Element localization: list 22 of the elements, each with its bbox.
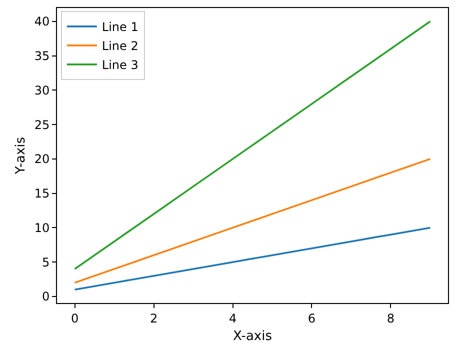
x-tick-label: 8 [386,311,395,326]
legend-label: Line 3 [102,58,138,72]
y-tick-label: 15 [34,186,50,201]
legend-label: Line 2 [102,39,138,54]
y-tick-label: 20 [34,152,50,166]
y-tick-label: 40 [34,14,50,29]
y-tick-label: 35 [34,48,50,63]
line-series [74,20,432,270]
line-series [74,226,432,290]
x-axis-title: X-axis [233,329,272,344]
x-tick-label: 6 [308,311,316,326]
x-tick-label: 4 [228,311,237,326]
x-tick-label: 0 [70,311,79,326]
y-axis-title: Y-axis [13,136,28,176]
x-tick-label: 2 [150,311,158,326]
y-tick-label: 25 [34,118,50,132]
y-tick-label: 5 [42,255,50,270]
y-tick-label: 30 [34,83,50,98]
y-tick-label: 0 [42,290,50,304]
legend-label: Line 1 [102,20,138,34]
line-series [74,158,432,284]
y-tick-label: 10 [34,220,50,235]
